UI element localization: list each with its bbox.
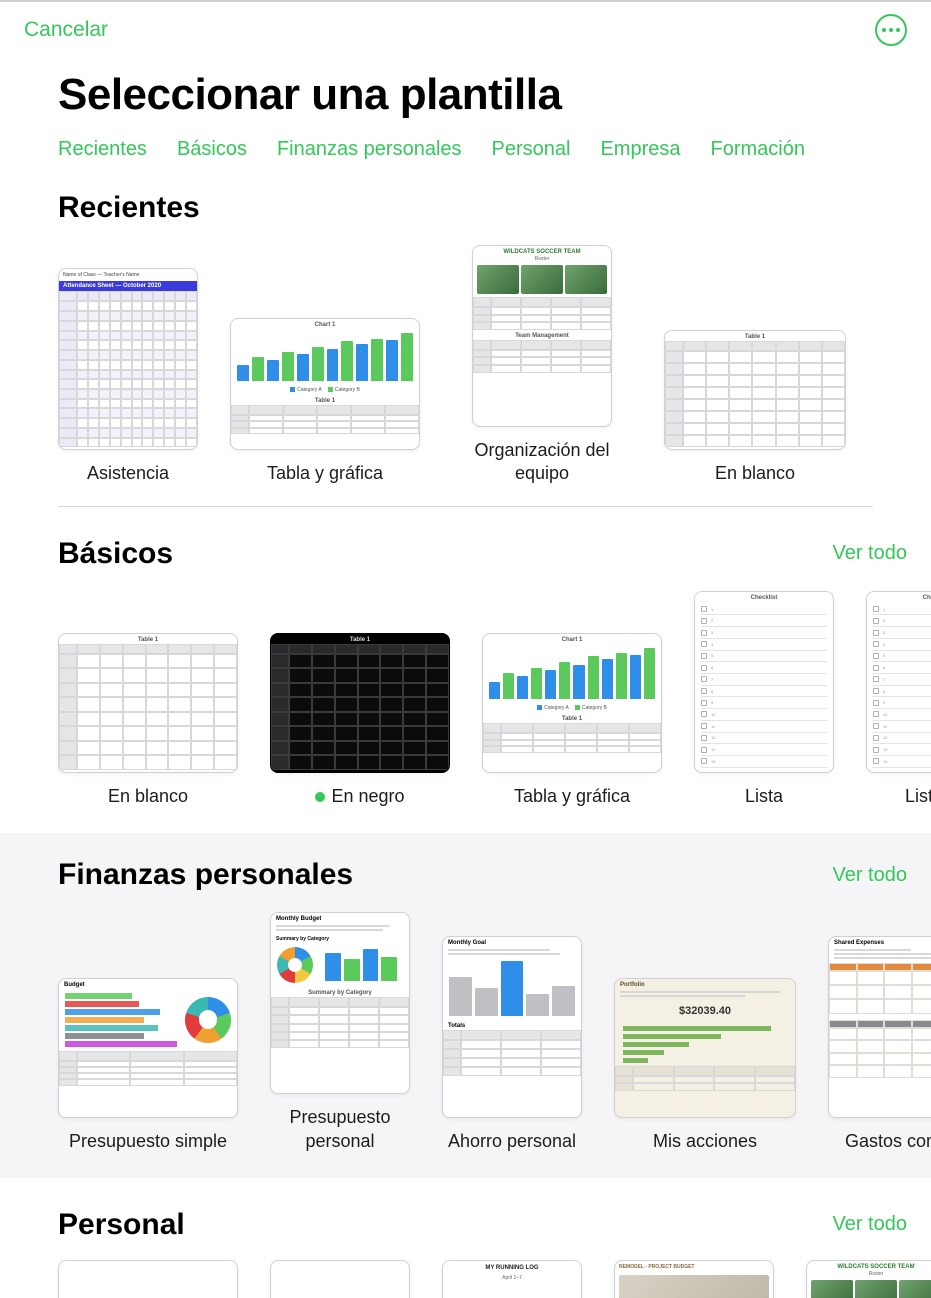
template-thumbnail[interactable]: Checklist1234567891011121314 [694, 591, 834, 773]
template-item[interactable]: Shared Expenses Gastos comp [828, 936, 931, 1153]
template-thumbnail[interactable]: Budget [58, 978, 238, 1118]
template-thumbnail[interactable]: Table 1 [58, 633, 238, 773]
template-label: Ahorro personal [448, 1130, 576, 1153]
template-thumbnail[interactable]: Checklist1234567891011121314 [866, 591, 931, 773]
section-finance: Finanzas personales Ver todo Budget Presu… [0, 833, 931, 1178]
template-thumbnail[interactable]: Chart 1Category ACategory BTable 1 [230, 318, 420, 450]
template-label: Asistencia [87, 462, 169, 485]
section-personal: Personal Ver todo MY RUNNING LOGApril 1–… [0, 1178, 931, 1298]
template-thumbnail[interactable]: Portfolio$32039.40 [614, 978, 796, 1118]
template-label: En negro [315, 785, 404, 808]
template-thumbnail[interactable]: Shared Expenses [828, 936, 931, 1118]
cancel-button[interactable]: Cancelar [24, 18, 108, 42]
section-basic: Básicos Ver todo Table 1En blancoTable 1… [0, 507, 931, 808]
template-thumbnail[interactable]: Monthly BudgetSummary by CategorySummary… [270, 912, 410, 1094]
template-thumbnail[interactable]: WILDCATS SOCCER TEAMRosterTeam Managemen… [472, 245, 612, 427]
tab-education[interactable]: Formación [711, 138, 805, 161]
template-thumbnail[interactable]: WILDCATS SOCCER TEAMRoster [806, 1260, 931, 1298]
template-item[interactable]: Checklist1234567891011121314 Lista [694, 591, 834, 808]
see-all-personal[interactable]: Ver todo [832, 1213, 907, 1236]
section-recent-title: Recientes [58, 191, 200, 225]
template-label: En blanco [108, 785, 188, 808]
template-item[interactable]: WILDCATS SOCCER TEAMRoster [806, 1260, 931, 1298]
see-all-finance[interactable]: Ver todo [832, 864, 907, 887]
template-thumbnail[interactable]: Table 1 [664, 330, 846, 450]
see-all-basic[interactable]: Ver todo [832, 542, 907, 565]
template-thumbnail[interactable] [270, 1260, 410, 1298]
template-label: Tabla y gráfica [514, 785, 630, 808]
template-thumbnail[interactable]: REMODEL - PROJECT BUDGET [614, 1260, 774, 1298]
template-item[interactable]: Monthly GoalTotals Ahorro personal [442, 936, 582, 1153]
section-finance-title: Finanzas personales [58, 858, 353, 892]
template-item[interactable]: Chart 1Category ACategory BTable 1 Tabla … [482, 633, 662, 808]
template-item[interactable]: MY RUNNING LOGApril 1–7 [442, 1260, 582, 1298]
ellipsis-icon [882, 28, 900, 32]
template-item[interactable]: Table 1 En negro [270, 633, 450, 808]
template-item[interactable]: WILDCATS SOCCER TEAMRosterTeam Managemen… [452, 245, 632, 486]
tab-recent[interactable]: Recientes [58, 138, 147, 161]
template-thumbnail[interactable] [58, 1260, 238, 1298]
category-tabs: Recientes Básicos Finanzas personales Pe… [0, 120, 931, 161]
template-thumbnail[interactable]: Chart 1Category ACategory BTable 1 [482, 633, 662, 773]
page-title: Seleccionar una plantilla [0, 46, 931, 120]
template-label: Mis acciones [653, 1130, 757, 1153]
template-label: Presupuesto simple [69, 1130, 227, 1153]
template-item[interactable] [58, 1260, 238, 1298]
template-label: Organización del equipo [452, 439, 632, 486]
more-options-button[interactable] [875, 14, 907, 46]
template-item[interactable] [270, 1260, 410, 1298]
section-recent: Recientes Name of Class — Teacher's Name… [0, 161, 931, 507]
tab-personal[interactable]: Personal [492, 138, 571, 161]
template-thumbnail[interactable]: Monthly GoalTotals [442, 936, 582, 1118]
tab-finance[interactable]: Finanzas personales [277, 138, 462, 161]
template-item[interactable]: Budget Presupuesto simple [58, 978, 238, 1153]
template-thumbnail[interactable]: Table 1 [270, 633, 450, 773]
section-basic-title: Básicos [58, 537, 173, 571]
template-label: Gastos comp [845, 1130, 931, 1153]
section-personal-title: Personal [58, 1208, 185, 1242]
template-item[interactable]: REMODEL - PROJECT BUDGET [614, 1260, 774, 1298]
template-item[interactable]: Chart 1Category ACategory BTable 1 Tabla … [230, 318, 420, 485]
template-label: Lista co [905, 785, 931, 808]
template-item[interactable]: Portfolio$32039.40 Mis acciones [614, 978, 796, 1153]
template-label: Presupuesto personal [270, 1106, 410, 1153]
template-item[interactable]: Monthly BudgetSummary by CategorySummary… [270, 912, 410, 1153]
tab-business[interactable]: Empresa [600, 138, 680, 161]
template-item[interactable]: Table 1 En blanco [58, 633, 238, 808]
tab-basic[interactable]: Básicos [177, 138, 247, 161]
template-label: Lista [745, 785, 783, 808]
template-item[interactable]: Checklist1234567891011121314 Lista co [866, 591, 931, 808]
template-item[interactable]: Table 1 En blanco [664, 330, 846, 485]
template-label: En blanco [715, 462, 795, 485]
template-item[interactable]: Name of Class — Teacher's NameAttendance… [58, 268, 198, 485]
template-label: Tabla y gráfica [267, 462, 383, 485]
template-thumbnail[interactable]: Name of Class — Teacher's NameAttendance… [58, 268, 198, 450]
template-thumbnail[interactable]: MY RUNNING LOGApril 1–7 [442, 1260, 582, 1298]
